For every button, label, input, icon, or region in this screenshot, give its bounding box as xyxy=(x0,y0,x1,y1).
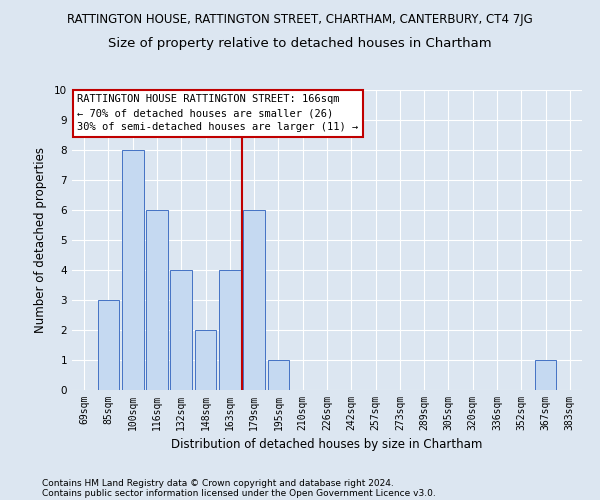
Bar xyxy=(243,210,265,390)
Text: Contains public sector information licensed under the Open Government Licence v3: Contains public sector information licen… xyxy=(42,488,436,498)
Text: RATTINGTON HOUSE, RATTINGTON STREET, CHARTHAM, CANTERBURY, CT4 7JG: RATTINGTON HOUSE, RATTINGTON STREET, CHA… xyxy=(67,12,533,26)
X-axis label: Distribution of detached houses by size in Chartham: Distribution of detached houses by size … xyxy=(172,438,482,452)
Text: RATTINGTON HOUSE RATTINGTON STREET: 166sqm
← 70% of detached houses are smaller : RATTINGTON HOUSE RATTINGTON STREET: 166s… xyxy=(77,94,358,132)
Y-axis label: Number of detached properties: Number of detached properties xyxy=(34,147,47,333)
Bar xyxy=(146,210,168,390)
Bar xyxy=(268,360,289,390)
Bar xyxy=(535,360,556,390)
Text: Size of property relative to detached houses in Chartham: Size of property relative to detached ho… xyxy=(108,38,492,51)
Bar xyxy=(170,270,192,390)
Bar xyxy=(194,330,217,390)
Bar xyxy=(97,300,119,390)
Text: Contains HM Land Registry data © Crown copyright and database right 2024.: Contains HM Land Registry data © Crown c… xyxy=(42,478,394,488)
Bar xyxy=(122,150,143,390)
Bar xyxy=(219,270,241,390)
